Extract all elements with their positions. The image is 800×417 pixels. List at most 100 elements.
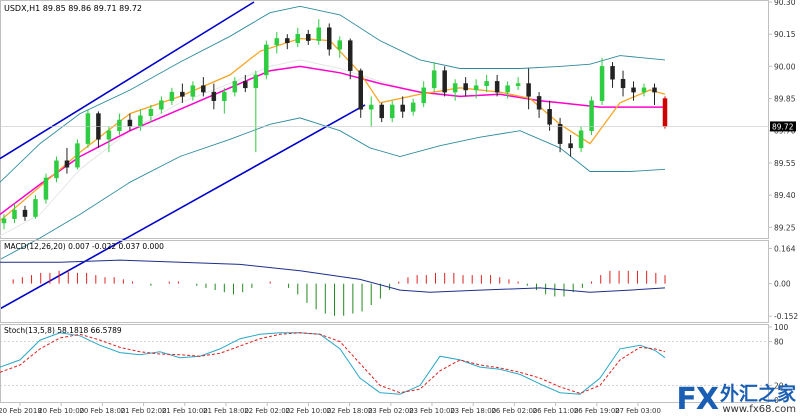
macd-y-axis: 0.164 0.00 -0.152: [768, 245, 798, 321]
candle-body: [138, 115, 143, 127]
price-y-tick-label: 90.00: [774, 62, 796, 71]
candle-body: [557, 124, 563, 144]
macd-frame: [0, 240, 769, 323]
candle-body: [620, 78, 626, 89]
candle-body: [117, 119, 122, 131]
candle-body: [452, 83, 458, 93]
candle-body: [201, 85, 206, 93]
candle-body: [169, 91, 175, 101]
candle-body: [253, 74, 259, 89]
candle-body: [505, 85, 510, 93]
candle-body: [43, 177, 49, 200]
candle-body: [232, 81, 238, 93]
candle-body: [22, 209, 28, 217]
macd-panel: 0.164 0.00 -0.152 MACD(12,26,20) 0.007 -0.…: [0, 240, 798, 323]
candle-body: [547, 109, 552, 125]
candle-body: [1, 218, 7, 224]
watermark-chinese: 外汇之家: [719, 383, 796, 405]
candle-body: [306, 33, 311, 41]
ma-fast-line: [0, 37, 666, 222]
candle-body: [75, 143, 80, 168]
price-y-tick-label: 89.55: [774, 159, 796, 168]
channel-upper-line: [0, 1, 255, 160]
candle-body: [337, 40, 342, 50]
stoch-lines: [0, 332, 666, 395]
macd-histogram: [12, 270, 666, 316]
x-tick-label: 26 Feb 02:00: [491, 407, 537, 415]
candle-body: [473, 85, 479, 91]
candle-body: [410, 102, 416, 112]
candle-body: [33, 199, 38, 217]
stoch-y-tick-label: 80: [774, 338, 784, 347]
x-tick-label: 21 Feb 02:00: [121, 407, 167, 415]
x-tick-label: 20 Feb 18:00: [79, 407, 125, 415]
candle-body: [85, 113, 91, 144]
x-tick-label: 23 Feb 02:00: [368, 407, 414, 415]
x-tick-label: 23 Feb 18:00: [450, 407, 496, 415]
candle-body: [295, 33, 301, 44]
candle-body: [599, 66, 605, 101]
candle-body: [190, 85, 196, 97]
candle-body: [54, 160, 59, 179]
price-y-tick-label: 89.40: [774, 191, 796, 200]
x-tick-label: 21 Feb 10:00: [162, 407, 208, 415]
candle-body: [327, 27, 332, 50]
candle-body: [526, 83, 531, 97]
candle-body: [285, 38, 290, 44]
bollinger-middle-line: [0, 65, 665, 215]
macd-title: MACD(12,26,20) 0.007 -0.022 0.037 0.000: [4, 242, 164, 251]
candle-body: [421, 87, 426, 104]
price-y-tick-label: 89.25: [774, 223, 796, 232]
price-y-tick-label: 89.85: [774, 95, 796, 104]
candle-body: [652, 87, 657, 93]
last-price-label: 89.72: [772, 122, 794, 131]
candle-body: [368, 104, 374, 110]
watermark-url: www.fx68.com: [722, 404, 797, 415]
price-frame: [0, 0, 769, 239]
macd-y-tick-label: 0.00: [774, 280, 791, 289]
x-tick-label: 26 Feb 19:00: [574, 407, 620, 415]
x-tick-label: 20 Feb 2018: [0, 407, 42, 415]
channel-lower-line: [0, 104, 366, 310]
candle-body: [568, 143, 573, 149]
candle-body: [484, 81, 489, 86]
price-y-tick-label: 90.30: [774, 0, 796, 7]
stoch-y-tick-label: 0: [774, 396, 779, 405]
ma-reference-line: [0, 59, 411, 237]
bollinger-lower-line: [0, 117, 666, 260]
stoch-d-line: [0, 332, 666, 394]
last-price-box: [770, 121, 796, 132]
candle-body: [389, 104, 395, 119]
candle-body: [463, 83, 468, 91]
stoch-panel: 100 80 20 0 Stoch(13,5,8) 58.1818 66.5789: [0, 323, 789, 405]
stoch-k-line: [0, 332, 666, 395]
candle-body: [106, 130, 112, 140]
x-tick-label: 21 Feb 18:00: [203, 407, 249, 415]
candle-body: [347, 40, 353, 71]
watermark: FX 外汇之家 www.fx68.com: [676, 384, 796, 415]
candle-body: [211, 91, 217, 101]
macd-y-tick-label: 0.164: [774, 245, 796, 254]
price-y-tick-label: 90.15: [774, 30, 796, 39]
stoch-frame: [0, 324, 769, 403]
price-panel: 90.3090.1590.0089.8589.7089.5589.4089.25…: [0, 0, 796, 310]
x-tick-label: 20 Feb 10:00: [38, 407, 84, 415]
x-tick-label: 23 Feb 10:00: [409, 407, 455, 415]
candle-body: [431, 70, 437, 89]
candle-body: [358, 70, 363, 110]
candle-body: [641, 87, 647, 93]
candle-body: [515, 83, 521, 86]
price-title: USDX,H1 89.85 89.86 89.71 89.72: [4, 4, 142, 13]
candle-body: [180, 91, 185, 97]
watermark-text: 外汇之家 www.fx68.com: [720, 384, 796, 415]
stoch-title: Stoch(13,5,8) 58.1818 66.5789: [4, 326, 122, 335]
x-tick-label: 22 Feb 18:00: [327, 407, 373, 415]
candle-body: [159, 100, 164, 110]
macd-lines: [0, 259, 666, 293]
price-channel: [0, 1, 366, 310]
x-tick-label: 22 Feb 02:00: [244, 407, 290, 415]
stoch-y-tick-label: 100: [774, 323, 789, 332]
